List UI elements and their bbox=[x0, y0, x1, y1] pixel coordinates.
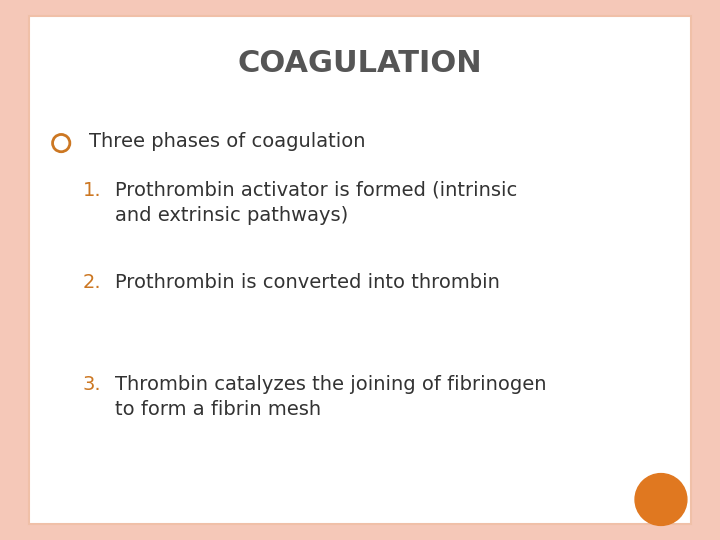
Text: Thrombin catalyzes the joining of fibrinogen
to form a fibrin mesh: Thrombin catalyzes the joining of fibrin… bbox=[115, 375, 546, 419]
Text: 2.: 2. bbox=[83, 273, 102, 292]
Ellipse shape bbox=[635, 474, 687, 525]
Text: 1.: 1. bbox=[83, 181, 102, 200]
Text: 3.: 3. bbox=[83, 375, 102, 394]
Text: Prothrombin is converted into thrombin: Prothrombin is converted into thrombin bbox=[115, 273, 500, 292]
Text: COAGULATION: COAGULATION bbox=[238, 49, 482, 78]
FancyBboxPatch shape bbox=[29, 16, 691, 524]
Text: Three phases of coagulation: Three phases of coagulation bbox=[89, 132, 365, 151]
Text: Prothrombin activator is formed (intrinsic
and extrinsic pathways): Prothrombin activator is formed (intrins… bbox=[115, 181, 518, 225]
